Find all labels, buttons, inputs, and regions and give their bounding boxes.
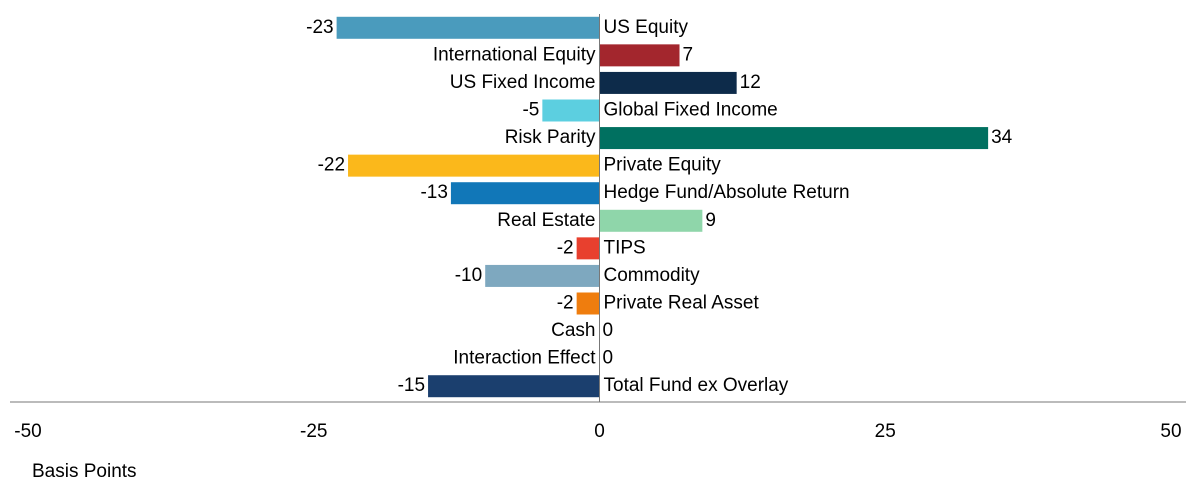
bar	[428, 375, 600, 398]
bar	[336, 16, 600, 39]
category-label: US Fixed Income	[450, 72, 596, 93]
value-label: -10	[455, 265, 482, 286]
bar	[599, 127, 989, 150]
value-label: 7	[683, 44, 694, 65]
category-label: Hedge Fund/Absolute Return	[604, 182, 850, 203]
bar	[599, 71, 737, 94]
x-tick-label: -50	[14, 421, 41, 442]
value-label: -5	[522, 100, 539, 121]
value-label: -22	[318, 155, 345, 176]
value-label: -23	[306, 17, 333, 38]
x-tick-label: 50	[1160, 421, 1181, 442]
category-label: Cash	[551, 320, 595, 341]
value-label: 9	[705, 210, 716, 231]
category-label: Real Estate	[497, 210, 595, 231]
value-label: -2	[557, 237, 574, 258]
bar	[450, 182, 600, 205]
x-axis-label: Basis Points	[32, 461, 137, 482]
category-label: Interaction Effect	[453, 348, 596, 369]
x-tick-label: 0	[594, 421, 605, 442]
category-label: TIPS	[604, 237, 646, 258]
bar	[542, 99, 600, 122]
bar	[599, 44, 680, 67]
x-tick-label: -25	[300, 421, 327, 442]
category-label: Global Fixed Income	[604, 100, 778, 121]
category-label: Private Equity	[604, 155, 722, 176]
bar	[599, 209, 703, 232]
value-label: 0	[603, 348, 614, 369]
category-label: Commodity	[604, 265, 701, 286]
value-label: 34	[991, 127, 1013, 148]
bar	[576, 237, 600, 260]
value-label: -15	[398, 375, 425, 396]
bar	[348, 154, 600, 177]
category-label: Risk Parity	[505, 127, 596, 148]
category-label: International Equity	[433, 44, 596, 65]
value-label: -13	[420, 182, 447, 203]
category-label: Private Real Asset	[604, 293, 760, 314]
x-tick-label: 25	[875, 421, 896, 442]
category-label: US Equity	[604, 17, 689, 38]
bar	[576, 292, 600, 315]
category-label: Total Fund ex Overlay	[604, 375, 789, 396]
value-label: 0	[603, 320, 614, 341]
value-label: -2	[557, 293, 574, 314]
bar	[485, 264, 600, 287]
value-label: 12	[740, 72, 761, 93]
